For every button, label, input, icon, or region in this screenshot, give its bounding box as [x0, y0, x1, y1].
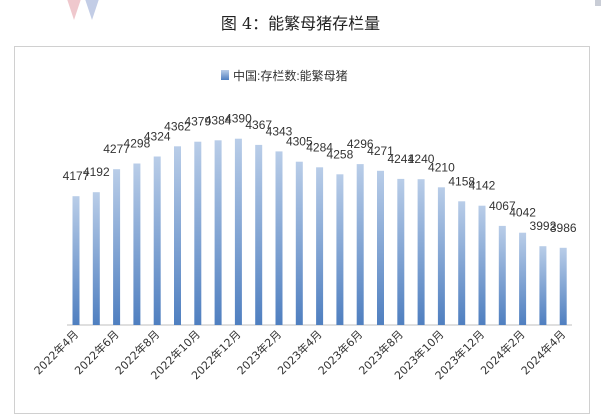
- value-label: 4296: [347, 137, 374, 151]
- bar: [356, 164, 364, 325]
- value-label: 4324: [144, 130, 171, 144]
- bars-group: [72, 138, 567, 325]
- value-label: 4067: [489, 199, 516, 213]
- value-label: 4210: [428, 160, 455, 174]
- edge-decoration: [595, 0, 601, 6]
- value-label: 4271: [367, 144, 394, 158]
- bar: [92, 192, 100, 325]
- legend-swatch: [221, 70, 229, 80]
- value-label: 4384: [205, 113, 232, 127]
- bar: [458, 201, 466, 325]
- bar: [316, 167, 324, 325]
- value-label: 3986: [550, 221, 577, 235]
- value-label: 4367: [245, 118, 272, 132]
- value-label: 4240: [408, 152, 435, 166]
- value-label: 4379: [184, 115, 211, 129]
- bar: [174, 146, 181, 325]
- bar: [519, 232, 527, 325]
- value-label: 4158: [448, 174, 475, 188]
- value-label: 4258: [327, 147, 354, 161]
- bar: [417, 179, 425, 325]
- value-label: 4362: [164, 119, 191, 133]
- brand-logo: [67, 0, 99, 20]
- value-label: 4284: [306, 140, 333, 154]
- chart-legend: 中国:存栏数:能繁母猪: [221, 68, 348, 83]
- bar: [255, 144, 263, 325]
- bar: [397, 178, 405, 325]
- bar: [133, 163, 141, 325]
- tick-labels-group: 2022年4月2022年6月2022年8月2022年10月2022年12月202…: [31, 327, 568, 382]
- value-label: 4241: [387, 152, 414, 166]
- legend-label: 中国:存栏数:能繁母猪: [233, 68, 348, 83]
- value-label: 4192: [83, 165, 110, 179]
- bar: [194, 141, 202, 325]
- value-label: 4177: [63, 169, 90, 183]
- bar: [498, 225, 506, 325]
- value-label: 3992: [530, 219, 557, 233]
- bar: [234, 138, 242, 325]
- bar: [478, 205, 486, 325]
- bar: [153, 156, 161, 325]
- value-label: 4042: [509, 206, 536, 220]
- bar: [214, 140, 222, 325]
- bar: [275, 151, 283, 325]
- figure-title: 图 4：能繁母猪存栏量: [220, 14, 381, 33]
- bar: [437, 187, 445, 325]
- bar: [539, 246, 547, 325]
- value-label: 4390: [225, 112, 252, 126]
- bar: [72, 196, 80, 325]
- value-label: 4298: [124, 137, 151, 151]
- x-tick-label: 2024年4月: [518, 327, 568, 377]
- value-label: 4277: [103, 142, 130, 156]
- bar: [113, 169, 121, 325]
- bar: [377, 170, 384, 325]
- value-label: 4305: [286, 135, 313, 149]
- value-label: 4142: [469, 179, 496, 193]
- bar: [295, 161, 303, 325]
- value-label: 4343: [266, 124, 293, 138]
- bar: [559, 247, 567, 325]
- bar: [336, 174, 344, 325]
